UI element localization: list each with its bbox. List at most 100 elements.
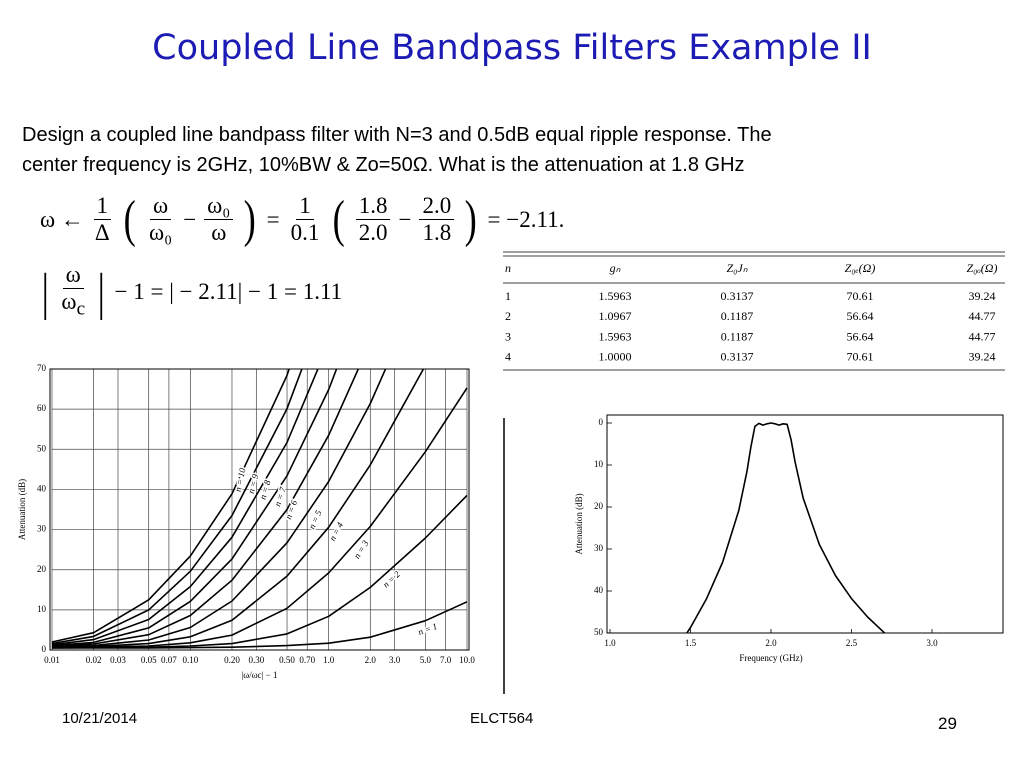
table-cell: 1 — [505, 289, 511, 303]
table-cell: 0.1187 — [721, 329, 754, 343]
fraction: 1 0.1 — [288, 193, 323, 246]
equation: ω ← 1 Δ(ω ω₀ − ω₀ ω) = 1 0.1(1.8 2.0−2.0 1.8) = −2.1… — [36, 190, 568, 249]
x-tick-label: 1.0 — [323, 655, 335, 665]
bracket: | — [97, 263, 105, 321]
denominator: 1.8 — [419, 220, 454, 246]
denominator: 2.0 — [356, 220, 391, 246]
curve — [51, 369, 303, 645]
x-tick-label: 0.07 — [161, 655, 177, 665]
chart: 0.01 0.02 0.03 0.05 0.07 0.10 0.20 0.30 0.50 0.70… — [17, 363, 475, 680]
text-line: center frequency is 2GHz, 10%BW & Zo=50Ω… — [22, 154, 745, 176]
x-tick-label: 2.0 — [765, 638, 777, 648]
fraction: ω ω₀ — [146, 193, 175, 246]
bracket: ( — [123, 191, 136, 248]
y-tick-label: 20 — [37, 564, 47, 574]
table-cell: 70.61 — [847, 350, 874, 364]
equation-text: = −2.11. — [487, 206, 565, 232]
denominator-text: ω — [61, 289, 77, 314]
x-tick-label: 0.03 — [110, 655, 126, 665]
x-tick-label: 3.0 — [926, 638, 938, 648]
denominator-text: 1.8 — [422, 220, 452, 245]
denominator-text: ω₀ — [149, 220, 173, 245]
curve — [51, 369, 425, 648]
x-axis-label: |ω/ωc| − 1 — [241, 670, 277, 680]
x-tick-label: 0.01 — [44, 655, 60, 665]
y-tick-label: 50 — [37, 443, 47, 453]
y-tick-label: 0 — [42, 644, 47, 654]
subscript: c — [76, 298, 86, 320]
table-cell: 56.64 — [847, 329, 874, 343]
plot-frame — [606, 414, 1004, 634]
curve — [51, 369, 338, 647]
denominator: Δ — [92, 220, 113, 246]
denominator-text: Δ — [94, 220, 110, 245]
x-tick-label: 0.70 — [299, 655, 315, 665]
y-tick-label: 60 — [37, 403, 47, 413]
table-cell: 1.5963 — [599, 289, 632, 303]
x-tick-label: 0.10 — [182, 655, 198, 665]
denominator: ωc — [58, 289, 88, 323]
table-cell: 1.0000 — [599, 350, 632, 364]
chart: 1.0 1.5 2.0 2.5 3.0 0 10 20 30 40 50 Attenuation (d… — [574, 414, 1004, 663]
fraction: 2.0 1.8 — [419, 193, 455, 246]
footer-date: 10/21/2014 — [62, 710, 138, 727]
curve-label: n = 6 — [283, 498, 299, 520]
curve-label: n = 3 — [352, 538, 371, 560]
denominator-text: 2.0 — [358, 220, 388, 245]
x-tick-label: 0.50 — [279, 655, 295, 665]
fraction: ω₀ ω — [204, 193, 234, 246]
y-tick-label: 40 — [37, 483, 47, 493]
equation-text: − — [398, 206, 412, 232]
x-tick-label: 10.0 — [459, 655, 475, 665]
y-tick-label: 30 — [37, 524, 47, 534]
curve-label: n = 7 — [272, 485, 288, 507]
curve — [51, 369, 387, 648]
y-tick-label: 40 — [594, 585, 604, 595]
bracket: ) — [464, 191, 477, 248]
x-tick-label: 7.0 — [440, 655, 452, 665]
table-header: Z₀Jₙ — [727, 261, 748, 275]
table-cell: 2 — [505, 309, 511, 323]
table-cell: 44.77 — [969, 329, 996, 343]
curve-label: n = 2 — [381, 569, 403, 590]
x-tick-label: 2.5 — [846, 638, 858, 648]
x-tick-label: 0.20 — [224, 655, 240, 665]
curve-label: n = 1 — [417, 621, 439, 637]
curve — [51, 369, 291, 643]
x-tick-label: 0.05 — [141, 655, 157, 665]
table-cell: 4 — [505, 350, 511, 364]
denominator: ω — [208, 220, 229, 246]
x-tick-label: 5.0 — [420, 655, 432, 665]
numerator: 2.0 — [419, 193, 455, 220]
table-cell: 0.1187 — [721, 309, 754, 323]
table-cell: 1.5963 — [599, 329, 632, 343]
table-header: gₙ — [610, 261, 621, 275]
denominator: 0.1 — [288, 220, 323, 246]
x-tick-label: 1.5 — [685, 638, 697, 648]
equation-text: ω ← — [40, 206, 84, 232]
bracket: ) — [243, 191, 257, 248]
table-cell: 3 — [505, 329, 511, 343]
curve — [51, 369, 319, 646]
curve — [51, 387, 468, 649]
numerator: ω₀ — [204, 193, 234, 220]
response-curve — [685, 422, 886, 633]
table-cell: 0.3137 — [721, 289, 754, 303]
table-header: Z₀ₑ(Ω) — [845, 261, 876, 275]
table-cell: 1.0967 — [599, 309, 632, 323]
denominator-text: 0.1 — [290, 220, 320, 245]
y-axis-label: Attenuation (dB) — [17, 479, 27, 540]
table-header: n — [505, 261, 511, 275]
table-cell: 70.61 — [847, 289, 874, 303]
y-tick-label: 50 — [594, 627, 604, 637]
x-axis-label: Frequency (GHz) — [739, 653, 802, 663]
x-tick-label: 0.30 — [248, 655, 264, 665]
problem-text: Design a coupled line bandpass filter wi… — [22, 120, 772, 180]
numerator: ω — [150, 193, 172, 220]
table-header: Z₀ₒ(Ω) — [967, 261, 998, 275]
curve-label: n = 4 — [327, 520, 345, 542]
x-tick-label: 3.0 — [389, 655, 401, 665]
